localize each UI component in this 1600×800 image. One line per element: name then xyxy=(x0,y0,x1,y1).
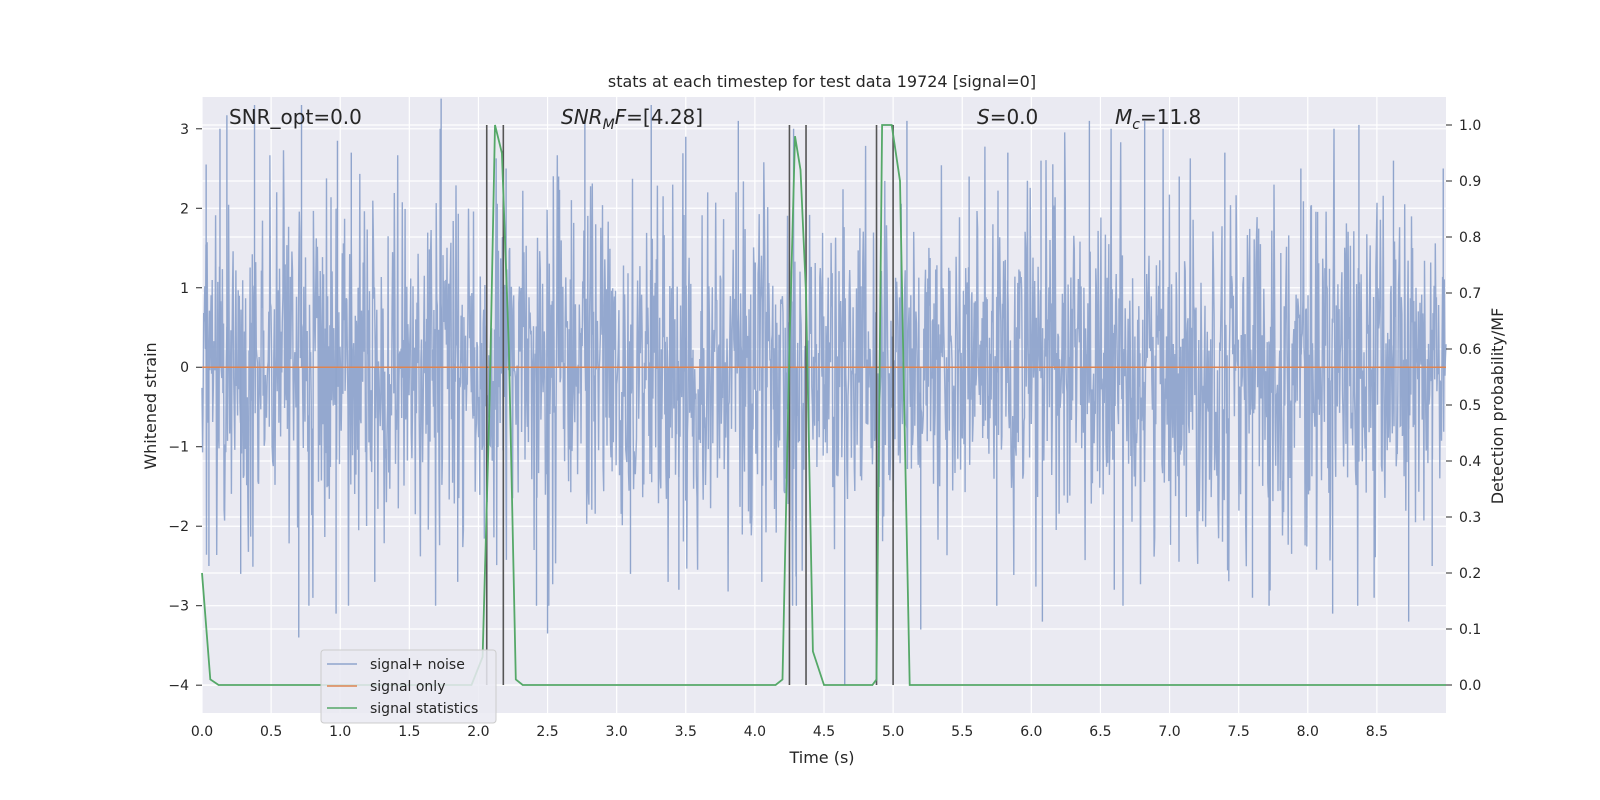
x-tick-label: 4.0 xyxy=(744,724,766,740)
y2-tick-label: 0.7 xyxy=(1459,286,1481,302)
y2-axis-label: Detection probability/MF xyxy=(1488,308,1507,505)
y-tick-label: 2 xyxy=(180,201,189,217)
x-tick-label: 1.0 xyxy=(329,724,351,740)
y-tick-label: −2 xyxy=(168,519,189,535)
x-tick-label: 8.5 xyxy=(1366,724,1388,740)
y-tick-label: −4 xyxy=(168,678,189,694)
x-tick-label: 8.0 xyxy=(1297,724,1319,740)
x-axis-ticks: 0.0 0.5 1.0 1.5 2.0 2.5 3.0 3.5 4.0 4.5 5.0 5.5 6.0 6… xyxy=(191,724,1388,740)
y2-tick-label: 0.8 xyxy=(1459,230,1481,246)
y2-tick-label: 0.5 xyxy=(1459,398,1481,414)
x-tick-label: 1.5 xyxy=(398,724,420,740)
x-axis-label: Time (s) xyxy=(788,748,854,767)
x-tick-label: 2.5 xyxy=(536,724,558,740)
annotation-snr-opt: SNR_opt=0.0 xyxy=(229,105,362,129)
x-tick-label: 3.5 xyxy=(675,724,697,740)
y2-tick-label: 0.9 xyxy=(1459,174,1481,190)
annotation-s: S=0.0 xyxy=(977,105,1038,129)
x-tick-label: 5.0 xyxy=(882,724,904,740)
annotation-mc: Mc=11.8 xyxy=(1115,105,1201,133)
x-tick-label: 6.0 xyxy=(1020,724,1042,740)
legend-label-noise: signal+ noise xyxy=(370,657,465,673)
y2-axis-ticks: 1.0 0.9 0.8 0.7 0.6 0.5 0.4 0.3 0.2 0.1 0.0 xyxy=(1446,118,1481,694)
y2-tick-label: 0.6 xyxy=(1459,342,1481,358)
y-axis-label: Whitened strain xyxy=(141,342,160,469)
y2-tick-label: 1.0 xyxy=(1459,118,1481,134)
legend-box xyxy=(320,649,497,724)
chart-title: stats at each timestep for test data 197… xyxy=(608,72,1036,91)
x-tick-label: 2.0 xyxy=(467,724,489,740)
y2-tick-label: 0.0 xyxy=(1459,678,1481,694)
legend: signal+ noise signal only signal statist… xyxy=(320,649,497,724)
y2-tick-label: 0.3 xyxy=(1459,510,1481,526)
signal-statistics-line xyxy=(201,124,1446,686)
noise-trace xyxy=(201,128,1447,606)
y-tick-label: −3 xyxy=(168,599,189,615)
legend-label-statistics: signal statistics xyxy=(370,701,478,717)
x-tick-label: 6.5 xyxy=(1089,724,1111,740)
annotation-snr-mf: SNRMF=[4.28] xyxy=(561,105,703,133)
vertical-marker-lines xyxy=(485,125,894,685)
x-tick-label: 4.5 xyxy=(813,724,835,740)
legend-label-signal-only: signal only xyxy=(370,679,445,695)
y-tick-label: −1 xyxy=(168,440,189,456)
y2-tick-label: 0.1 xyxy=(1459,622,1481,638)
y-axis-ticks: 3 2 1 0 −1 −2 −3 −4 xyxy=(168,122,202,694)
x-tick-label: 5.5 xyxy=(951,724,973,740)
noise-series xyxy=(201,98,1447,686)
y2-tick-label: 0.4 xyxy=(1459,454,1481,470)
y-tick-label: 3 xyxy=(180,122,189,138)
x-tick-label: 0.5 xyxy=(260,724,282,740)
x-tick-label: 0.0 xyxy=(191,724,213,740)
x-tick-label: 7.5 xyxy=(1228,724,1250,740)
y2-tick-label: 0.2 xyxy=(1459,566,1481,582)
y-tick-label: 0 xyxy=(180,360,189,376)
y-tick-label: 1 xyxy=(180,281,189,297)
x-tick-label: 3.0 xyxy=(606,724,628,740)
x-tick-label: 7.0 xyxy=(1158,724,1180,740)
